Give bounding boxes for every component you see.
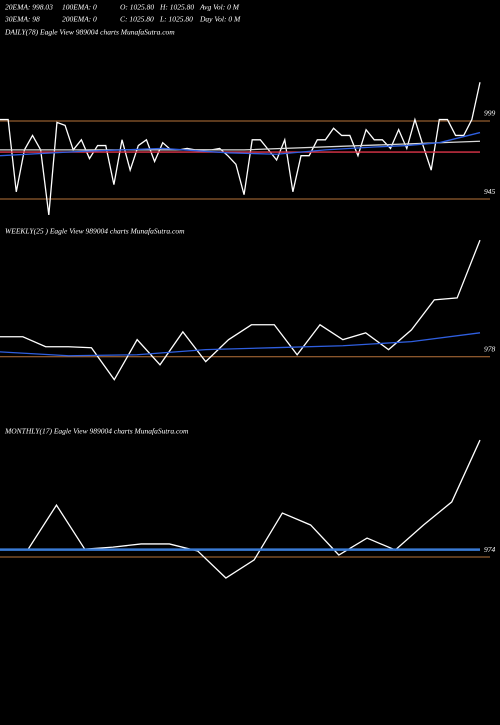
header-stat: C: 1025.80: [120, 15, 154, 24]
level-label: 999: [484, 109, 496, 118]
price-line: [0, 140, 481, 151]
header-stat: 30EMA: 98: [4, 15, 40, 24]
price-line: [0, 239, 481, 381]
panel-title: DAILY(78) Eagle View 989004 charts Munaf…: [4, 28, 175, 37]
level-label: 978: [484, 344, 496, 353]
price-line: [0, 131, 481, 157]
level-label: 945: [484, 187, 496, 196]
level-label: 974: [484, 545, 496, 554]
panel-title: WEEKLY(25 ) Eagle View 989004 charts Mun…: [5, 227, 185, 236]
header-stat: 100EMA: 0: [62, 3, 97, 12]
header-stat: 200EMA: 0: [62, 15, 97, 24]
price-line: [0, 82, 481, 216]
header-stat: O: 1025.80: [120, 3, 154, 12]
header-stat: Day Vol: 0 M: [199, 15, 241, 24]
header-stat: Avg Vol: 0 M: [199, 3, 240, 12]
header-stat: H: 1025.80: [159, 3, 194, 12]
header-stat: 20EMA: 998.03: [5, 3, 53, 12]
price-line: [0, 439, 481, 579]
panel-title: MONTHLY(17) Eagle View 989004 charts Mun…: [4, 427, 189, 436]
price-line: [0, 332, 481, 357]
header-stat: L: 1025.80: [159, 15, 193, 24]
